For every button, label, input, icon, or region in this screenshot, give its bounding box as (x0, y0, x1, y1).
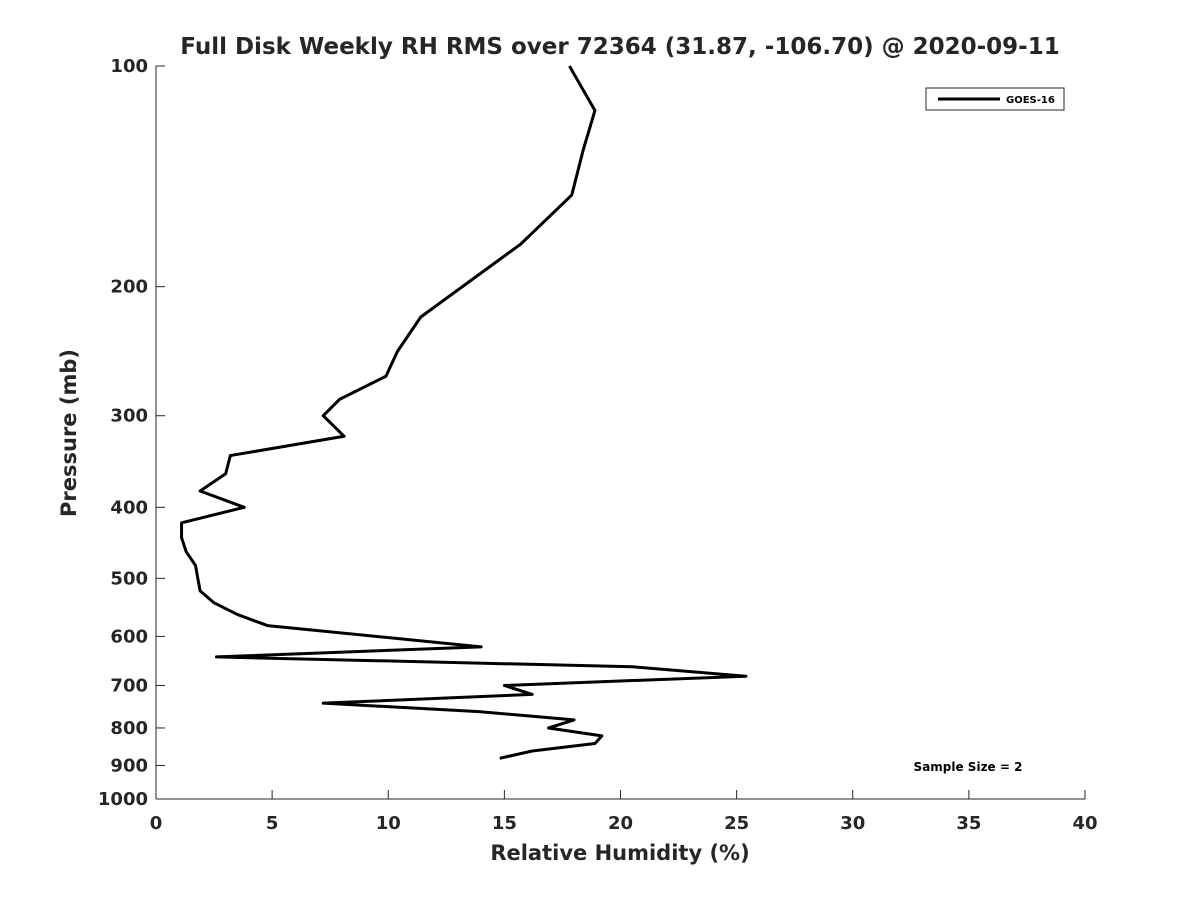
x-tick-label: 20 (608, 813, 633, 834)
legend: GOES-16 (925, 87, 1065, 111)
y-tick-label: 200 (110, 277, 148, 298)
x-tick-label: 10 (376, 813, 401, 834)
y-tick-label: 800 (110, 718, 148, 739)
x-axis-label: Relative Humidity (%) (490, 841, 749, 865)
x-axis-ticks: 0 5 10 15 20 25 30 35 40 (150, 790, 1098, 834)
y-axis-label: Pressure (mb) (57, 349, 81, 517)
x-tick-label: 5 (266, 813, 279, 834)
x-tick-label: 25 (724, 813, 749, 834)
x-tick-label: 15 (492, 813, 517, 834)
y-tick-label: 900 (110, 755, 148, 776)
x-tick-label: 30 (840, 813, 865, 834)
x-tick-label: 35 (956, 813, 981, 834)
y-tick-label: 600 (110, 626, 148, 647)
y-tick-label: 400 (110, 497, 148, 518)
y-tick-label: 700 (110, 675, 148, 696)
y-tick-label: 1000 (98, 789, 148, 810)
x-tick-label: 40 (1072, 813, 1097, 834)
legend-entry-goes-16: GOES-16 (1006, 95, 1055, 106)
goes-16-series-line (180, 65, 748, 760)
x-tick-label: 0 (150, 813, 163, 834)
sample-size-annotation: Sample Size = 2 (914, 760, 1023, 774)
chart-title: Full Disk Weekly RH RMS over 72364 (31.8… (180, 34, 1059, 60)
y-tick-label: 100 (110, 56, 148, 77)
y-axis-ticks: 100 200 300 400 500 600 700 800 900 1000 (98, 56, 165, 810)
y-tick-label: 500 (110, 568, 148, 589)
y-tick-label: 300 (110, 406, 148, 427)
